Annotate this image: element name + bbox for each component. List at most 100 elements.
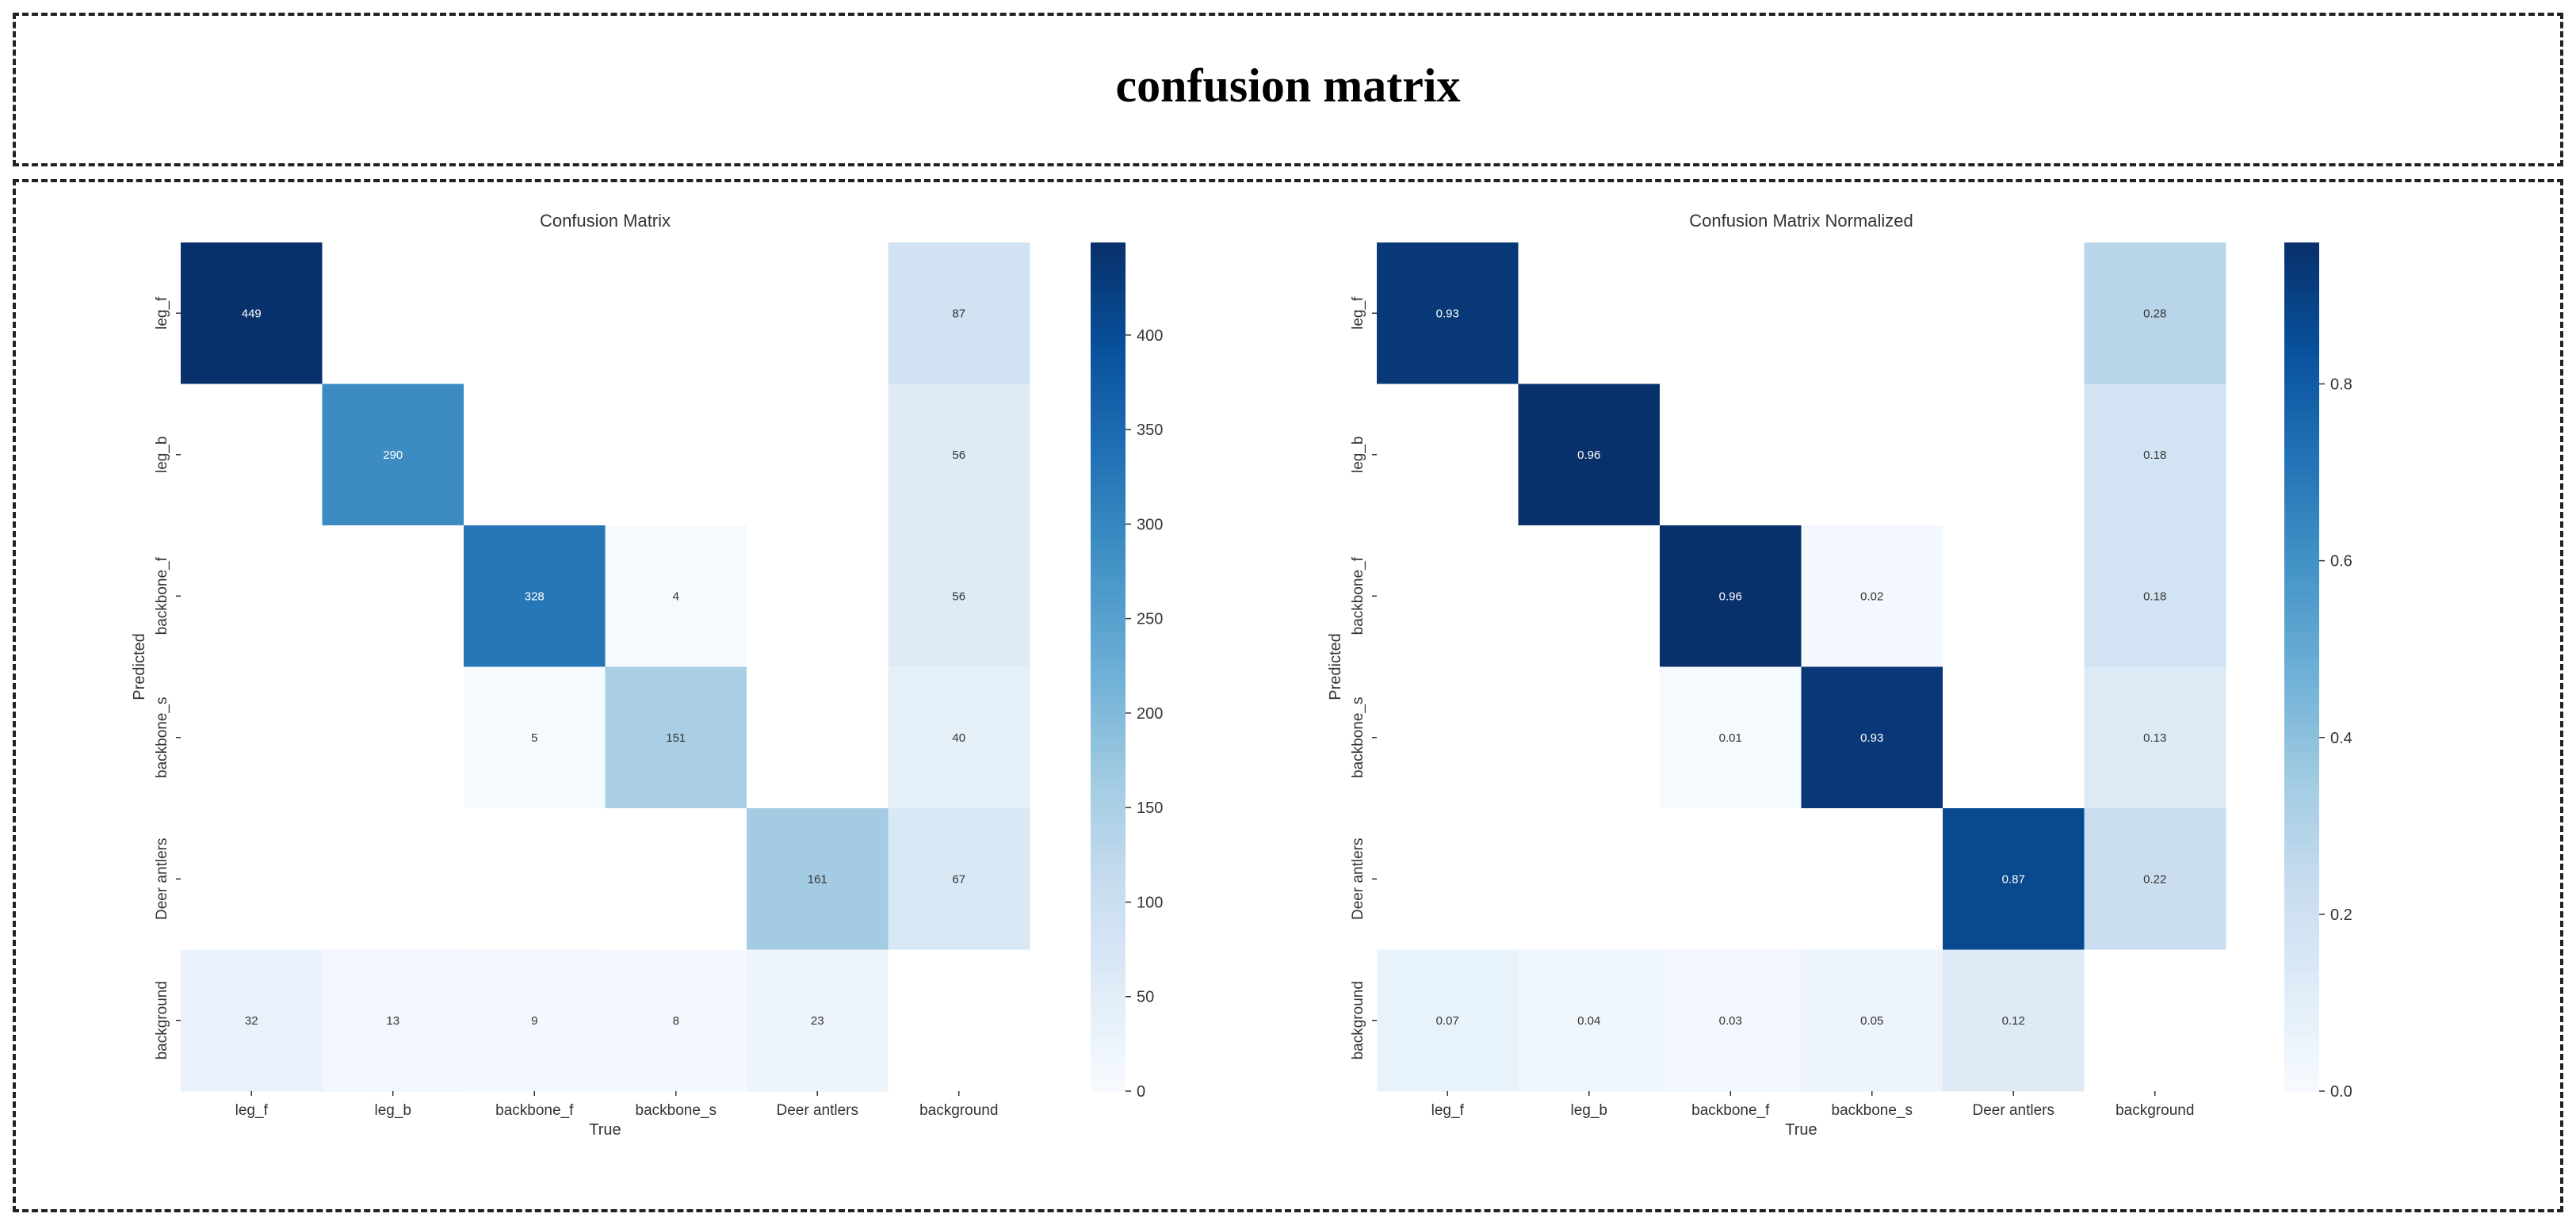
colorbar-segment <box>1091 964 1126 971</box>
colorbar-segment <box>1091 879 1126 887</box>
heatmap-cell <box>1660 666 1802 809</box>
colorbar-segment <box>1091 362 1126 371</box>
colorbar-segment <box>1091 341 1126 349</box>
colorbar-segment <box>2284 412 2319 420</box>
heatmap-cell <box>464 242 606 384</box>
cell-label: 0.96 <box>1719 590 1742 603</box>
colorbar-segment <box>1091 1084 1126 1092</box>
cell-label: 5 <box>531 731 537 745</box>
colorbar-tick-label: 200 <box>1137 705 1163 723</box>
colorbar-segment <box>1091 440 1126 448</box>
heatmap-cell <box>464 525 606 667</box>
colorbar-segment <box>1091 518 1126 526</box>
colorbar-segment <box>2284 313 2319 321</box>
colorbar-segment <box>1091 567 1126 576</box>
colorbar-segment <box>2284 1041 2319 1050</box>
colorbar-segment <box>2284 815 2319 823</box>
colorbar-segment <box>1091 376 1126 385</box>
page-title: confusion matrix <box>1115 59 1461 112</box>
cell-label: 0.13 <box>2143 731 2166 745</box>
colorbar-segment <box>2284 560 2319 569</box>
colorbar-segment <box>2284 320 2319 328</box>
colorbar-segment <box>1091 723 1126 731</box>
heatmap-cell <box>747 949 889 1092</box>
y-tick-label: leg_f <box>1350 296 1366 330</box>
colorbar-segment <box>2284 617 2319 625</box>
heatmap-cell <box>747 242 889 384</box>
colorbar-segment <box>1091 751 1126 760</box>
colorbar-segment <box>1091 998 1126 1007</box>
y-tick-label: background <box>154 981 170 1059</box>
heatmap-cell <box>1660 525 1802 667</box>
colorbar-segment <box>1091 906 1126 915</box>
heatmap-cell <box>1518 384 1661 526</box>
colorbar-segment <box>1091 369 1126 378</box>
colorbar-segment <box>2284 369 2319 378</box>
colorbar-segment <box>2284 589 2319 597</box>
colorbar-segment <box>2284 256 2319 265</box>
colorbar-segment <box>2284 284 2319 293</box>
heatmap-cell <box>1943 949 2085 1092</box>
cell-label: 0.05 <box>1860 1014 1883 1028</box>
colorbar-segment <box>2284 730 2319 738</box>
colorbar-segment <box>2284 525 2319 533</box>
colorbar-segment <box>2284 744 2319 753</box>
colorbar-segment <box>1091 659 1126 668</box>
colorbar-segment <box>2284 1048 2319 1056</box>
colorbar-segment <box>2284 277 2319 286</box>
heatmap-cell <box>1518 666 1661 809</box>
colorbar-segment <box>2284 511 2319 519</box>
heatmap-cell <box>181 666 323 809</box>
colorbar-segment <box>2284 553 2319 562</box>
colorbar-segment <box>1091 1048 1126 1056</box>
colorbar-segment <box>1091 447 1126 456</box>
cell-label: 87 <box>952 307 965 320</box>
heatmap-cell <box>1518 525 1661 667</box>
colorbar-segment <box>2284 1034 2319 1043</box>
colorbar-segment <box>2284 652 2319 661</box>
colorbar-segment <box>1091 702 1126 710</box>
heatmap-cell <box>322 525 464 667</box>
colorbar-segment <box>2284 341 2319 349</box>
colorbar-segment <box>1091 992 1126 1000</box>
colorbar-segment <box>1091 610 1126 618</box>
colorbar-segment <box>1091 681 1126 689</box>
x-axis-label: True <box>589 1121 621 1139</box>
colorbar-segment <box>2284 758 2319 767</box>
colorbar-segment <box>2284 440 2319 448</box>
colorbar-segment <box>2284 497 2319 505</box>
heatmap-cell <box>1801 525 1943 667</box>
x-tick-label: leg_b <box>375 1102 412 1119</box>
colorbar-segment <box>2284 978 2319 986</box>
cell-label: 0.93 <box>1860 731 1883 745</box>
colorbar-segment <box>1091 765 1126 773</box>
colorbar-tick-label: 0 <box>1137 1083 1145 1101</box>
cell-label: 0.02 <box>1860 590 1883 603</box>
colorbar-tick-label: 300 <box>1137 516 1163 533</box>
colorbar-segment <box>1091 822 1126 830</box>
colorbar-segment <box>1091 652 1126 661</box>
colorbar-segment <box>2284 808 2319 816</box>
colorbar-segment <box>1091 553 1126 562</box>
heatmap-cell <box>322 808 464 950</box>
colorbar-segment <box>1091 893 1126 901</box>
colorbar-segment <box>2284 249 2319 258</box>
heatmap-cell <box>2084 808 2226 950</box>
colorbar-segment <box>2284 751 2319 760</box>
colorbar-segment <box>1091 624 1126 632</box>
heatmap-cell <box>2084 242 2226 384</box>
colorbar-segment <box>1091 327 1126 335</box>
colorbar-segment <box>1091 709 1126 717</box>
colorbar-segment <box>1091 1055 1126 1063</box>
colorbar-segment <box>2284 461 2319 470</box>
colorbar-segment <box>1091 1070 1126 1078</box>
heatmap-cell <box>464 949 606 1092</box>
colorbar-segment <box>2284 773 2319 780</box>
colorbar-segment <box>1091 666 1126 675</box>
x-axis-label: True <box>1785 1121 1817 1139</box>
colorbar-segment <box>2284 864 2319 872</box>
colorbar-segment <box>1091 412 1126 420</box>
colorbar-segment <box>1091 872 1126 880</box>
colorbar-segment <box>2284 306 2319 314</box>
